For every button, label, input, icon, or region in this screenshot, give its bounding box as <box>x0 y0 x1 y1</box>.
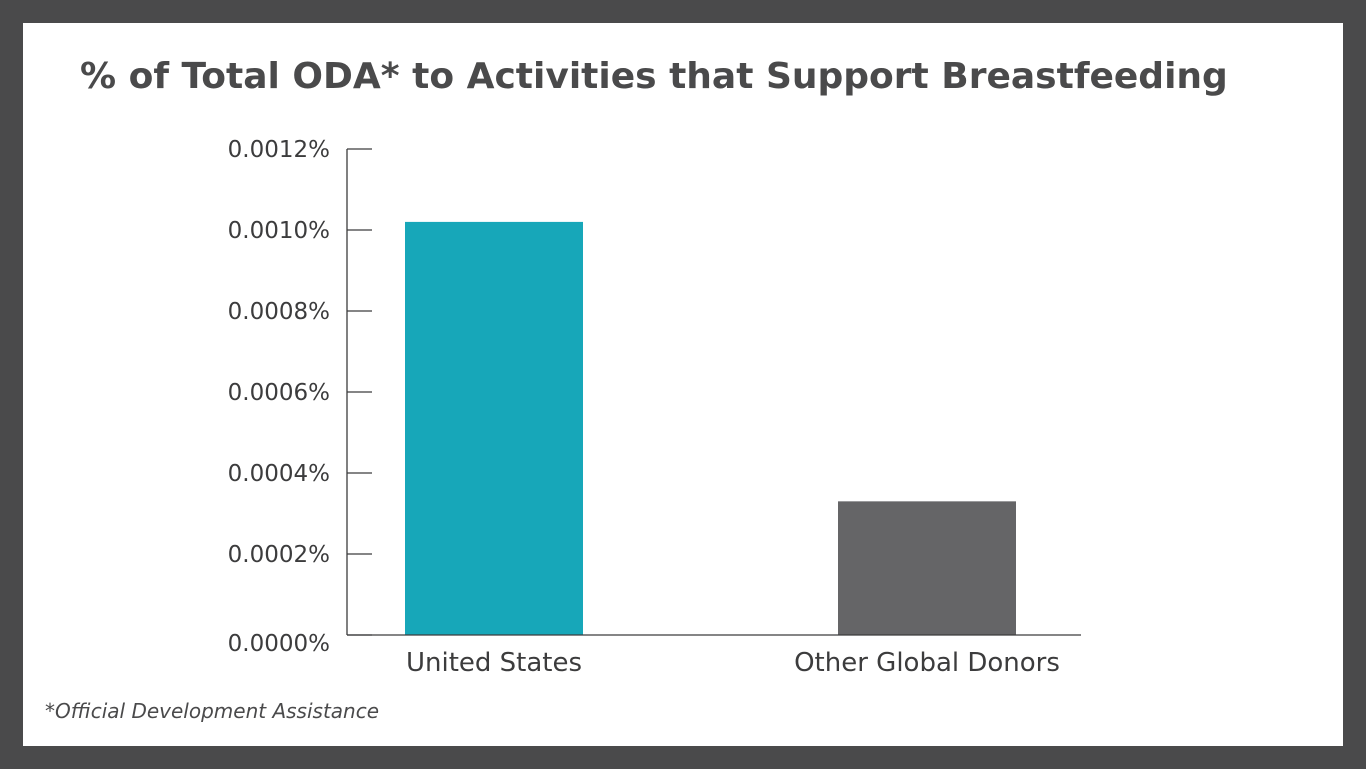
footnote: *Official Development Assistance <box>45 699 380 723</box>
y-tick-label: 0.0012% <box>228 137 330 163</box>
bar <box>838 501 1016 635</box>
y-tick-label: 0.0008% <box>228 299 330 325</box>
x-category-label: Other Global Donors <box>794 648 1060 678</box>
y-tick-label: 0.0006% <box>228 380 330 406</box>
chart-card: % of Total ODA* to Activities that Suppo… <box>23 23 1343 746</box>
y-tick-label: 0.0000% <box>228 631 330 657</box>
bar <box>405 221 583 635</box>
y-tick-label: 0.0002% <box>228 542 330 568</box>
x-category-label: United States <box>406 648 582 678</box>
bar-chart: 0.0000% 0.0002% 0.0004% 0.0006% 0.0008% 0.001… <box>228 137 1081 678</box>
y-tick-label: 0.0004% <box>228 461 330 487</box>
y-tick-label: 0.0010% <box>228 218 330 244</box>
chart-title: % of Total ODA* to Activities that Suppo… <box>80 56 1228 97</box>
